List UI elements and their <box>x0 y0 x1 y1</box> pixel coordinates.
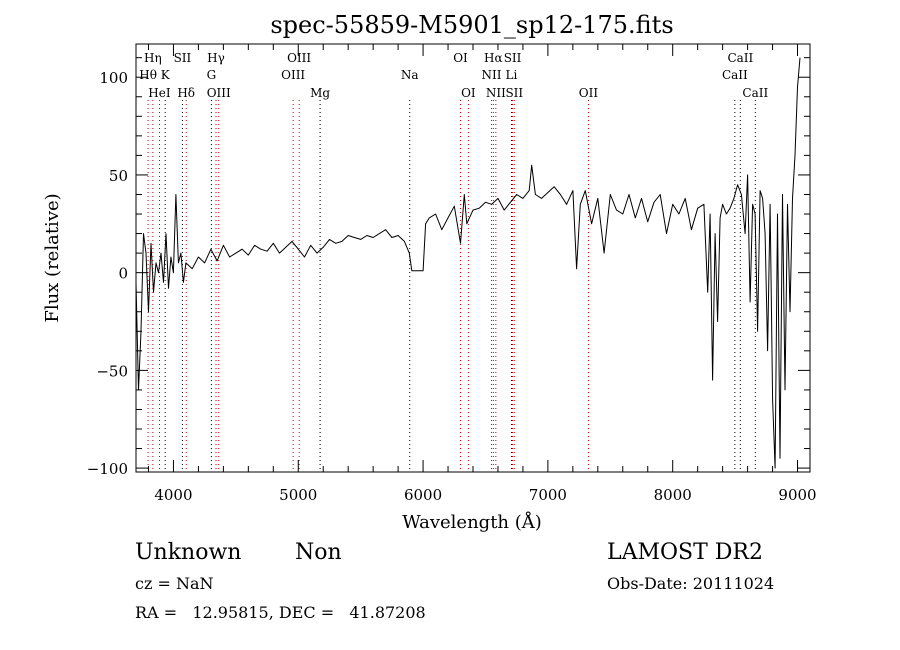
x-tick-label: 9000 <box>778 486 816 504</box>
annotation-label: Mg <box>310 86 330 100</box>
annotation-label: Hθ <box>139 68 157 82</box>
x-tick-label: 8000 <box>654 486 692 504</box>
observation-date: Obs-Date: 20111024 <box>607 574 775 593</box>
coordinates: RA = 12.95815, DEC = 41.87208 <box>135 603 426 622</box>
annotation-label: CaII <box>722 68 748 82</box>
y-axis-label: Flux (relative) <box>42 193 63 322</box>
annotation-label: Li <box>506 68 518 82</box>
annotation-label: Hγ <box>207 51 225 65</box>
annotation-label: NII <box>486 86 506 100</box>
x-tick-label: 4000 <box>154 486 192 504</box>
x-axis-label: Wavelength (Å) <box>402 511 542 533</box>
y-tick-label: −100 <box>87 460 128 478</box>
annotation-label: OIII <box>207 86 231 100</box>
annotation-label: CaII <box>742 86 768 100</box>
y-tick-label: 50 <box>109 167 128 185</box>
x-tick-label: 6000 <box>404 486 442 504</box>
y-tick-label: 0 <box>118 265 128 283</box>
chart-title: spec-55859-M5901_sp12-175.fits <box>270 11 673 39</box>
annotation-label: K <box>161 68 171 82</box>
annotation-label: OIII <box>281 68 305 82</box>
annotation-label: SII <box>174 51 192 65</box>
annotation-label: OII <box>579 86 599 100</box>
spectrum-series <box>135 57 801 469</box>
annotation-label: SII <box>505 86 523 100</box>
annotation-label: Hδ <box>177 86 195 100</box>
spectral-class: Unknown <box>135 540 242 565</box>
annotation-label: OI <box>453 51 468 65</box>
annotation-label: CaII <box>727 51 753 65</box>
annotation-label: Hα <box>484 51 503 65</box>
annotation-label: SII <box>504 51 522 65</box>
survey-name: LAMOST DR2 <box>607 540 763 565</box>
x-tick-label: 5000 <box>279 486 317 504</box>
spectrum-line-0 <box>135 57 801 469</box>
annotation-label: OIII <box>287 51 311 65</box>
annotation-label: Hη <box>144 51 162 65</box>
y-tick-label: 100 <box>99 69 128 87</box>
x-tick-label: 7000 <box>529 486 567 504</box>
spectral-subclass: Non <box>295 540 342 565</box>
annotation-label: HeI <box>148 86 171 100</box>
redshift-cz: cz = NaN <box>135 574 214 593</box>
annotation-label: Na <box>401 68 419 82</box>
y-tick-label: −50 <box>96 362 128 380</box>
annotation-label: NII <box>481 68 501 82</box>
axes: 4000 5000 6000 7000 8000 9000 −100 −50 0 50 100 <box>87 44 817 504</box>
annotation-label: G <box>207 68 217 82</box>
annotation-label: OI <box>461 86 476 100</box>
